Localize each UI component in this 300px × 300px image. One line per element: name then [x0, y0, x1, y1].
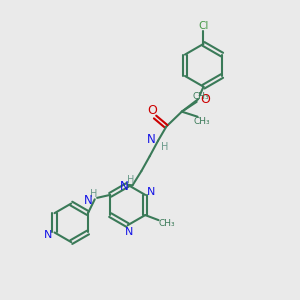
Text: N: N [147, 133, 156, 146]
Text: H: H [90, 189, 97, 199]
Text: CH₃: CH₃ [158, 219, 175, 228]
Text: H: H [127, 175, 135, 185]
Text: N: N [44, 230, 52, 240]
Text: N: N [120, 180, 129, 194]
Text: Cl: Cl [198, 21, 209, 31]
Text: H: H [161, 142, 168, 152]
Text: N: N [125, 227, 134, 237]
Text: O: O [148, 104, 158, 117]
Text: CH₃: CH₃ [192, 92, 209, 101]
Text: O: O [201, 93, 211, 106]
Text: N: N [84, 194, 93, 207]
Text: N: N [147, 187, 155, 197]
Text: CH₃: CH₃ [194, 117, 210, 126]
